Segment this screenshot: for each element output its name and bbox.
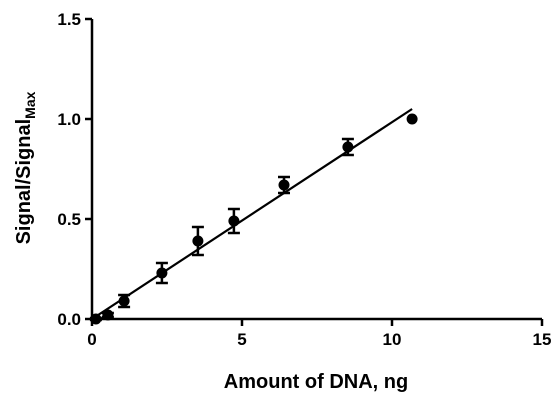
plot-area xyxy=(89,108,418,325)
y-tick-label: 0.0 xyxy=(57,310,81,329)
y-tick-label: 0.5 xyxy=(57,210,81,229)
data-point xyxy=(118,295,130,307)
x-tick-label: 10 xyxy=(383,330,402,349)
x-tick-label: 0 xyxy=(87,330,96,349)
data-point xyxy=(406,113,418,125)
data-point xyxy=(228,215,240,227)
data-point xyxy=(156,267,168,279)
fit-line xyxy=(91,108,413,320)
data-point xyxy=(342,141,354,153)
data-point xyxy=(278,179,290,191)
x-tick-label: 15 xyxy=(533,330,552,349)
y-tick-label: 1.0 xyxy=(57,110,81,129)
y-tick-label: 1.5 xyxy=(57,10,81,29)
y-axis-title: Signal/SignalMax xyxy=(13,91,38,244)
y-axis-title-subscript: Max xyxy=(22,91,38,118)
x-axis-title: Amount of DNA, ng xyxy=(224,371,408,393)
y-axis-title-main: Signal/Signal xyxy=(13,119,35,245)
x-axis: 0 5 10 15 xyxy=(87,317,552,349)
data-point xyxy=(192,235,204,247)
y-axis: 0.0 0.5 1.0 1.5 xyxy=(57,10,94,329)
x-tick-label: 5 xyxy=(237,330,246,349)
